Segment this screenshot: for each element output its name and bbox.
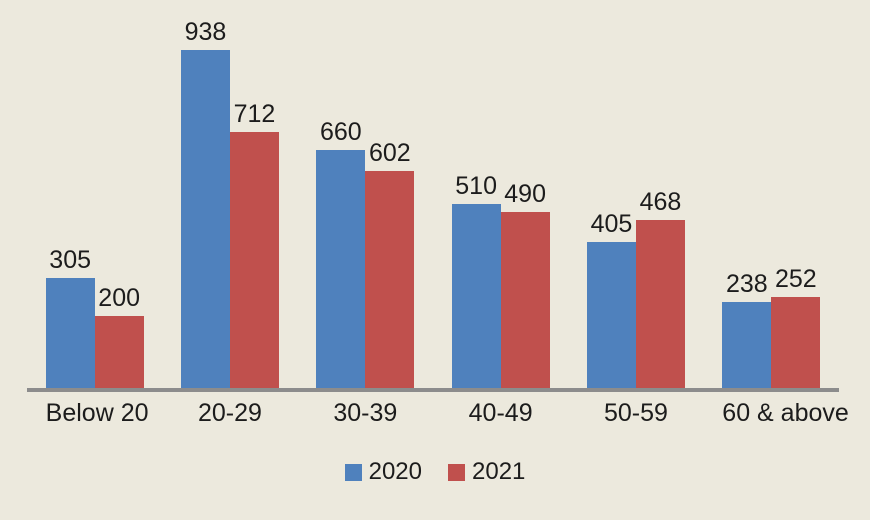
bar-group: 660 602: [316, 117, 415, 388]
bar-column-2020: 238: [722, 269, 772, 388]
bar-2020: [45, 278, 95, 388]
data-label: 660: [319, 117, 362, 146]
x-axis-label: 20-29: [198, 399, 262, 427]
bar-group: 510 490: [451, 171, 550, 388]
bar-group: 238 252: [722, 264, 821, 388]
data-label: 712: [233, 99, 276, 128]
bar-column-2021: 252: [771, 264, 821, 388]
data-label: 252: [774, 264, 817, 293]
bar-2021: [94, 316, 144, 388]
bar-2020: [451, 204, 501, 388]
bar-column-2020: 510: [451, 171, 501, 388]
data-label: 510: [455, 171, 497, 200]
data-label: 490: [504, 179, 546, 208]
bar-2020: [722, 302, 772, 388]
bar-column-2021: 712: [229, 99, 279, 388]
bar-2020: [586, 242, 636, 388]
bar-column-2020: 405: [586, 209, 636, 388]
data-label: 938: [184, 17, 227, 46]
legend-swatch-icon: [448, 463, 465, 481]
legend-label: 2020: [368, 458, 422, 485]
bar-2021: [365, 171, 415, 388]
x-axis-label: 50-59: [603, 399, 668, 427]
bar-2021: [229, 132, 279, 388]
bar-group: 405 468: [586, 187, 685, 388]
bar-2021: [635, 220, 685, 388]
bar-2020: [316, 150, 366, 388]
bar-column-2021: 200: [94, 283, 144, 388]
x-axis-labels: Below 20 20-29 30-39 40-49 50-59 60 & above: [27, 399, 849, 428]
x-axis-line: [27, 388, 839, 392]
data-label: 602: [368, 138, 411, 167]
plot-area: 305 200 938 712 660 602 510 490 405 468 238 252: [27, 18, 839, 388]
bar-group: 938 712: [180, 17, 279, 388]
bar-column-2021: 602: [365, 138, 415, 388]
legend-swatch-icon: [344, 463, 362, 481]
bar-column-2020: 305: [45, 245, 95, 388]
bar-column-2021: 468: [635, 187, 685, 388]
legend: 2020 2021: [0, 458, 870, 486]
bar-2021: [771, 297, 821, 388]
data-label: 238: [725, 269, 768, 298]
data-label: 405: [590, 209, 633, 238]
x-axis-label: 60 & above: [722, 399, 849, 427]
legend-item-2020: 2020: [344, 458, 422, 486]
bar-2021: [500, 212, 550, 388]
bar-2020: [180, 50, 230, 388]
data-label: 305: [49, 245, 92, 274]
x-axis-label: Below 20: [45, 399, 149, 427]
bar-column-2020: 938: [180, 17, 230, 388]
x-axis-label: 40-49: [468, 399, 533, 427]
bar-group: 305 200: [45, 245, 144, 388]
bar-column-2021: 490: [500, 179, 550, 388]
bar-column-2020: 660: [316, 117, 366, 388]
data-label: 468: [639, 187, 682, 216]
x-axis-label: 30-39: [333, 399, 398, 427]
legend-item-2021: 2021: [448, 458, 525, 486]
data-label: 200: [98, 283, 141, 312]
legend-label: 2021: [472, 458, 526, 485]
